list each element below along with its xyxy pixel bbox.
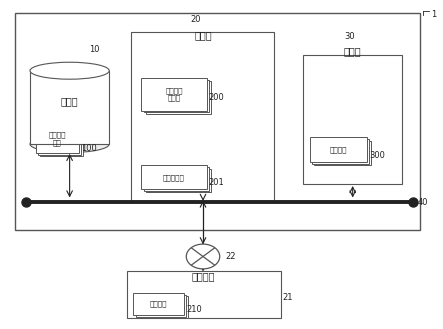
Text: 10: 10 bbox=[89, 45, 100, 54]
Ellipse shape bbox=[30, 136, 109, 153]
FancyBboxPatch shape bbox=[136, 295, 187, 317]
Text: 201: 201 bbox=[209, 178, 225, 187]
Text: 100: 100 bbox=[81, 144, 97, 153]
Text: 1: 1 bbox=[431, 10, 436, 18]
FancyBboxPatch shape bbox=[40, 128, 83, 156]
Text: 22: 22 bbox=[225, 252, 236, 261]
FancyBboxPatch shape bbox=[38, 126, 81, 155]
Text: 判定部: 判定部 bbox=[344, 46, 361, 56]
FancyBboxPatch shape bbox=[146, 169, 211, 192]
Ellipse shape bbox=[187, 244, 220, 269]
Ellipse shape bbox=[30, 62, 109, 79]
FancyBboxPatch shape bbox=[36, 124, 79, 153]
FancyBboxPatch shape bbox=[312, 139, 369, 164]
Text: 存储部: 存储部 bbox=[61, 96, 78, 106]
FancyBboxPatch shape bbox=[15, 13, 420, 230]
Text: 图像分析
用数据: 图像分析 用数据 bbox=[165, 87, 183, 101]
Text: 40: 40 bbox=[417, 197, 428, 207]
FancyBboxPatch shape bbox=[133, 293, 184, 315]
Text: 制作部: 制作部 bbox=[194, 31, 212, 41]
Text: 300: 300 bbox=[369, 151, 385, 160]
FancyBboxPatch shape bbox=[141, 165, 206, 189]
Text: 200: 200 bbox=[209, 93, 225, 102]
FancyBboxPatch shape bbox=[138, 296, 188, 318]
Text: 判定标准
数据: 判定标准 数据 bbox=[49, 132, 66, 146]
Text: 判定结果: 判定结果 bbox=[330, 146, 347, 153]
FancyBboxPatch shape bbox=[127, 271, 281, 318]
Bar bbox=[30, 71, 109, 144]
FancyBboxPatch shape bbox=[303, 55, 402, 184]
FancyBboxPatch shape bbox=[146, 81, 211, 114]
Text: 20: 20 bbox=[190, 15, 201, 24]
Text: 拍照装置: 拍照装置 bbox=[191, 271, 215, 281]
FancyBboxPatch shape bbox=[144, 167, 209, 190]
Text: 修正用数据: 修正用数据 bbox=[163, 174, 185, 181]
Text: 21: 21 bbox=[282, 293, 293, 302]
FancyBboxPatch shape bbox=[314, 141, 371, 165]
FancyBboxPatch shape bbox=[144, 80, 209, 112]
FancyBboxPatch shape bbox=[310, 138, 367, 162]
Text: 210: 210 bbox=[187, 305, 202, 314]
FancyBboxPatch shape bbox=[141, 78, 206, 111]
Text: 拍照数据: 拍照数据 bbox=[150, 301, 167, 307]
FancyBboxPatch shape bbox=[131, 32, 274, 202]
Text: 30: 30 bbox=[344, 32, 354, 41]
